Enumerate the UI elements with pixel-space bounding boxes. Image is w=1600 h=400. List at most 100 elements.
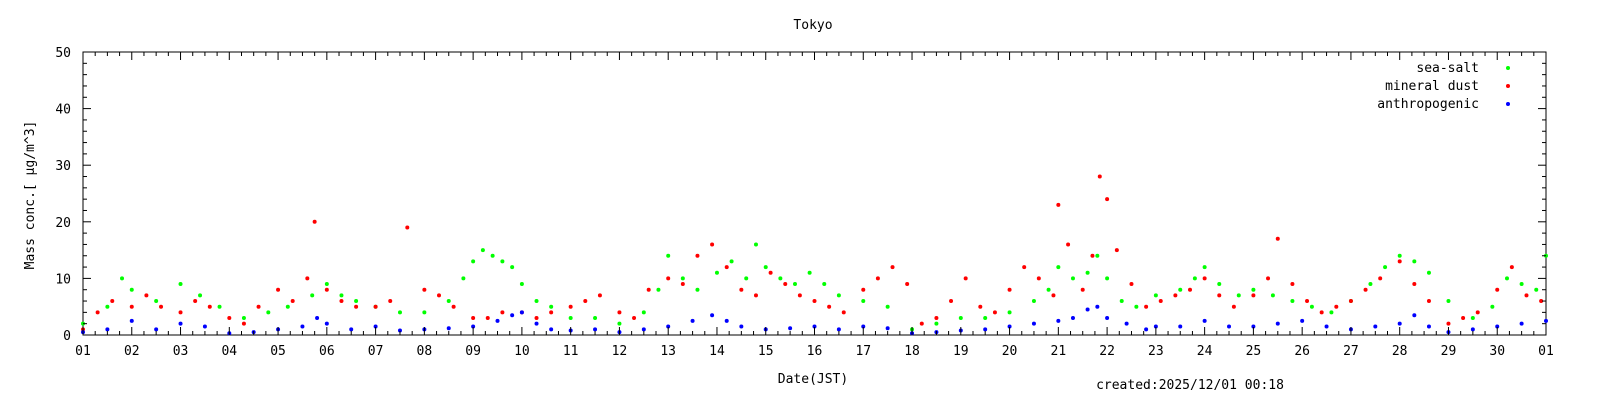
data-point [744, 276, 749, 281]
data-point [714, 270, 719, 275]
data-point [178, 310, 183, 315]
x-tick-label: 03 [173, 344, 189, 359]
data-point [207, 304, 212, 309]
data-point [1178, 287, 1183, 292]
x-tick-label: 18 [904, 344, 920, 359]
data-point [549, 310, 554, 315]
x-tick-label: 15 [758, 344, 774, 359]
x-tick-label: 28 [1392, 344, 1408, 359]
data-point [1227, 324, 1232, 329]
data-point [397, 328, 402, 333]
data-point [1383, 265, 1388, 270]
data-point [822, 282, 827, 287]
x-tick-label: 01 [1538, 344, 1554, 359]
data-point [978, 304, 983, 309]
data-point [1495, 324, 1500, 329]
x-tick-label: 02 [124, 344, 140, 359]
chart-title: Tokyo [793, 18, 832, 33]
data-point [129, 318, 134, 323]
data-point [861, 324, 866, 329]
data-point [597, 293, 602, 298]
data-point [1397, 259, 1402, 264]
data-point [129, 287, 134, 292]
data-point [1504, 276, 1509, 281]
x-tick-label: 24 [1197, 344, 1213, 359]
data-point [1080, 287, 1085, 292]
data-point [534, 321, 539, 326]
series-sea-salt [81, 242, 1548, 332]
data-point [1378, 276, 1383, 281]
data-point [312, 219, 317, 224]
data-point [339, 299, 344, 304]
data-point [422, 287, 427, 292]
data-point [305, 276, 310, 281]
data-point [729, 259, 734, 264]
data-point [549, 327, 554, 332]
x-tick-label: 19 [953, 344, 969, 359]
data-point [861, 299, 866, 304]
data-point [1412, 259, 1417, 264]
data-point [680, 282, 685, 287]
data-point [519, 282, 524, 287]
data-point [1446, 299, 1451, 304]
x-tick-label: 30 [1489, 344, 1505, 359]
x-tick-label: 12 [612, 344, 628, 359]
x-axis-label: Date(JST) [778, 372, 848, 387]
data-point [680, 276, 685, 281]
data-point [217, 304, 222, 309]
data-point [519, 310, 524, 315]
data-point [568, 304, 573, 309]
data-point [568, 316, 573, 321]
data-point [1368, 282, 1373, 287]
data-point [1036, 276, 1041, 281]
data-point [593, 327, 598, 332]
x-tick-label: 27 [1343, 344, 1359, 359]
data-point [1056, 202, 1061, 207]
data-point [1031, 321, 1036, 326]
data-point [276, 287, 281, 292]
data-point [958, 316, 963, 321]
data-point [266, 310, 271, 315]
data-point [1363, 287, 1368, 292]
data-point [885, 304, 890, 309]
data-point [1192, 276, 1197, 281]
data-point [1495, 287, 1500, 292]
data-point [1066, 242, 1071, 247]
y-tick-label: 50 [55, 46, 71, 61]
data-point [690, 318, 695, 323]
data-point [480, 248, 485, 253]
data-point [1173, 293, 1178, 298]
data-point [1202, 265, 1207, 270]
data-point [1461, 316, 1466, 321]
data-point [95, 310, 100, 315]
data-point [1319, 310, 1324, 315]
data-point [1348, 299, 1353, 304]
y-tick-label: 20 [55, 216, 71, 231]
data-point [144, 293, 149, 298]
data-point [1275, 321, 1280, 326]
data-point [763, 265, 768, 270]
data-point [666, 324, 671, 329]
data-point [695, 253, 700, 258]
data-point [290, 299, 295, 304]
data-point [471, 324, 476, 329]
data-point [315, 316, 320, 321]
data-point [436, 293, 441, 298]
data-point [1188, 287, 1193, 292]
legend-marker [1506, 84, 1510, 88]
data-point [1051, 293, 1056, 298]
data-point [1153, 324, 1158, 329]
data-point [227, 316, 232, 321]
data-point [1519, 282, 1524, 287]
data-point [198, 293, 203, 298]
data-point [788, 326, 793, 331]
data-point [1373, 324, 1378, 329]
legend-marker [1506, 66, 1510, 70]
data-point [617, 321, 622, 326]
data-point [1153, 293, 1158, 298]
data-point [753, 293, 758, 298]
created-timestamp: created:2025/12/01 00:18 [1096, 378, 1284, 393]
data-point [656, 287, 661, 292]
